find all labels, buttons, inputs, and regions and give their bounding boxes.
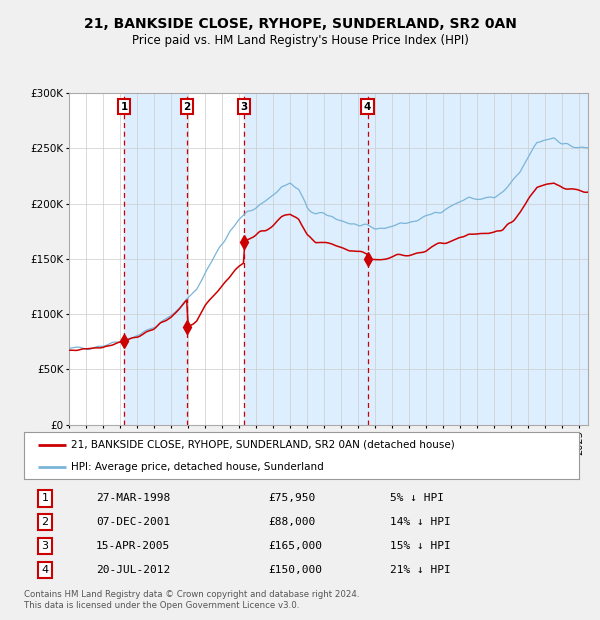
Text: 3: 3: [41, 541, 49, 551]
Text: 15-APR-2005: 15-APR-2005: [96, 541, 170, 551]
Text: 5% ↓ HPI: 5% ↓ HPI: [391, 494, 444, 503]
Bar: [368, 93, 588, 425]
Text: 4: 4: [364, 102, 371, 112]
Text: 1: 1: [41, 494, 49, 503]
Text: 21, BANKSIDE CLOSE, RYHOPE, SUNDERLAND, SR2 0AN (detached house): 21, BANKSIDE CLOSE, RYHOPE, SUNDERLAND, …: [71, 440, 455, 450]
Text: 21, BANKSIDE CLOSE, RYHOPE, SUNDERLAND, SR2 0AN: 21, BANKSIDE CLOSE, RYHOPE, SUNDERLAND, …: [83, 17, 517, 32]
Text: 2: 2: [41, 517, 49, 528]
Text: £150,000: £150,000: [268, 565, 322, 575]
Bar: [244, 93, 368, 425]
Text: £75,950: £75,950: [268, 494, 316, 503]
Text: 21% ↓ HPI: 21% ↓ HPI: [391, 565, 451, 575]
Text: £165,000: £165,000: [268, 541, 322, 551]
Text: 4: 4: [41, 565, 49, 575]
Text: Price paid vs. HM Land Registry's House Price Index (HPI): Price paid vs. HM Land Registry's House …: [131, 34, 469, 47]
Text: Contains HM Land Registry data © Crown copyright and database right 2024.
This d: Contains HM Land Registry data © Crown c…: [24, 590, 359, 609]
Text: £88,000: £88,000: [268, 517, 316, 528]
Text: 20-JUL-2012: 20-JUL-2012: [96, 565, 170, 575]
Text: 14% ↓ HPI: 14% ↓ HPI: [391, 517, 451, 528]
Text: 1: 1: [121, 102, 128, 112]
Bar: [124, 93, 187, 425]
Text: 2: 2: [183, 102, 191, 112]
Text: 3: 3: [241, 102, 248, 112]
Text: HPI: Average price, detached house, Sunderland: HPI: Average price, detached house, Sund…: [71, 462, 324, 472]
Text: 15% ↓ HPI: 15% ↓ HPI: [391, 541, 451, 551]
Text: 27-MAR-1998: 27-MAR-1998: [96, 494, 170, 503]
Text: 07-DEC-2001: 07-DEC-2001: [96, 517, 170, 528]
